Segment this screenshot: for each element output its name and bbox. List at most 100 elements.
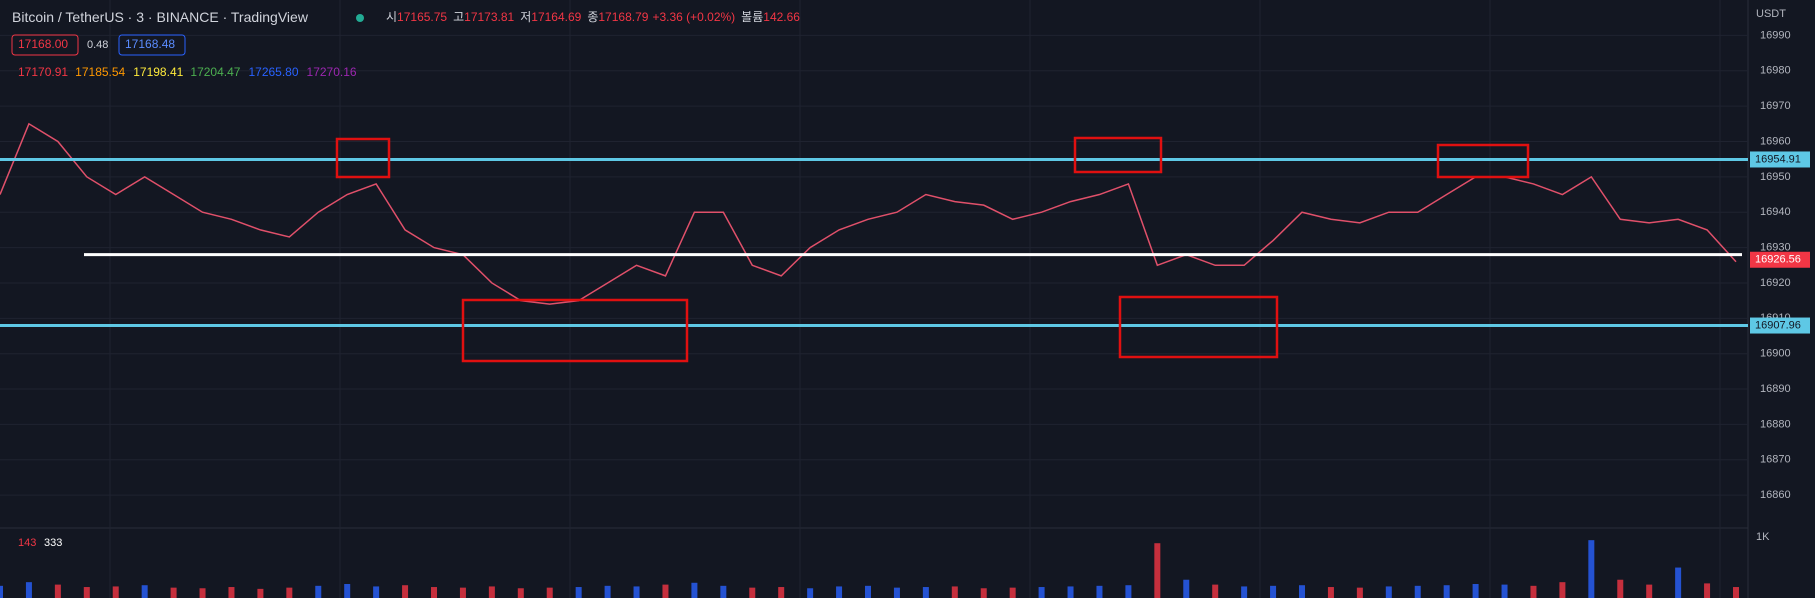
volume-bar xyxy=(1009,587,1016,598)
volume-bar xyxy=(1299,585,1305,598)
volume-bar xyxy=(865,585,871,598)
volume-bar xyxy=(1414,585,1421,598)
status-dot xyxy=(356,14,364,22)
bid-box xyxy=(11,34,79,56)
ma-value: 17185.54 xyxy=(75,65,125,79)
volume-bar xyxy=(604,585,611,598)
labels: 1686016870168801689016900169101692016930… xyxy=(11,9,1810,549)
volume-bar xyxy=(170,587,177,598)
ma-value: 17204.47 xyxy=(190,65,240,79)
volume-bar xyxy=(1270,585,1277,598)
volume-bar xyxy=(1154,543,1161,598)
volume-bar xyxy=(778,587,785,598)
annotations xyxy=(335,136,1530,363)
volume-bar xyxy=(633,586,640,598)
volume-bar xyxy=(1617,579,1624,598)
volume-bar xyxy=(1385,586,1392,598)
volume-label: 143 xyxy=(18,537,36,549)
y-tick-label: 16950 xyxy=(1760,171,1791,183)
price-tag xyxy=(1750,317,1810,334)
y-tick-label: 16870 xyxy=(1760,454,1791,466)
volume-bar xyxy=(1125,585,1132,598)
volume-value: 142.66 xyxy=(763,10,800,24)
price-tag-label: 16926.56 xyxy=(1755,254,1801,266)
price-tag xyxy=(1750,151,1810,168)
volume-bar xyxy=(199,588,206,598)
ma-value: 17170.91 xyxy=(18,65,68,79)
volume-bar xyxy=(459,587,466,598)
volume-bar xyxy=(1646,584,1653,598)
ohlc-value: 17173.81 xyxy=(464,10,514,24)
volume-bar xyxy=(720,585,727,598)
volume-bar xyxy=(228,587,235,598)
volume-bar xyxy=(807,588,814,598)
volume-bar xyxy=(1327,587,1334,598)
volume-bar xyxy=(1241,586,1248,598)
y-tick-label: 16980 xyxy=(1760,65,1791,77)
volume-bar xyxy=(1096,585,1103,598)
volume-tick-label: 1K xyxy=(1756,531,1770,543)
annotation-box xyxy=(1118,295,1279,359)
volume-bar xyxy=(1212,584,1219,598)
price-line xyxy=(0,122,1737,305)
volume-bar xyxy=(922,587,929,598)
volume-bar xyxy=(431,587,437,598)
volume-bar xyxy=(315,585,322,598)
ask: 17168.48 xyxy=(125,37,175,51)
bid: 17168.00 xyxy=(18,37,68,51)
annotation-box xyxy=(1073,136,1163,174)
volume-bar xyxy=(286,587,293,598)
price-tag-label: 16907.96 xyxy=(1755,319,1801,331)
volume-bar xyxy=(344,584,351,598)
volume-bar xyxy=(1501,584,1508,598)
y-tick-label: 16970 xyxy=(1760,100,1791,112)
annotation-box xyxy=(335,137,391,179)
change: +3.36 (+0.02%) xyxy=(652,10,735,24)
volume-bar xyxy=(893,587,900,598)
volume-bar xyxy=(836,586,843,598)
y-tick-label: 16880 xyxy=(1760,418,1791,430)
plot xyxy=(0,122,1748,598)
grid xyxy=(0,0,1748,598)
volume-bar xyxy=(112,586,119,598)
volume-bar xyxy=(1067,586,1074,598)
spread: 0.48 xyxy=(87,39,108,51)
volume-bar xyxy=(517,588,524,598)
ohlc-value: 17164.69 xyxy=(531,10,581,24)
volume-bar xyxy=(25,582,32,598)
volume-bar xyxy=(141,585,148,598)
price-tag xyxy=(1750,251,1810,268)
ma-row: 17170.91 17185.54 17198.41 17204.47 17265.80… xyxy=(18,65,357,79)
volume-bar xyxy=(575,587,582,598)
header-row: Bitcoin / TetherUS · 3 · BINANCE · Tradi… xyxy=(12,9,309,25)
ma-value: 17265.80 xyxy=(248,65,298,79)
ma-value: 17270.16 xyxy=(307,65,357,79)
volume-bar xyxy=(1733,587,1739,598)
volume-bar xyxy=(1038,587,1045,598)
y-tick-label: 16920 xyxy=(1760,277,1791,289)
volume-bar xyxy=(402,585,409,598)
volume-bar xyxy=(691,582,698,598)
volume-label: 볼륨 xyxy=(741,10,763,24)
ohlc-label: 저 xyxy=(520,10,531,24)
volume-bar xyxy=(1443,585,1450,598)
volume-bar xyxy=(488,586,495,598)
volume-bar xyxy=(1183,579,1190,598)
volume-bar xyxy=(1704,583,1711,598)
ohlc-value: 17168.79 xyxy=(598,10,648,24)
y-tick-label: 16890 xyxy=(1760,383,1791,395)
volume-bar xyxy=(0,585,3,598)
ohlc-label: 시 xyxy=(386,10,397,24)
volume-bar xyxy=(980,588,987,598)
volume-bar xyxy=(1356,587,1363,598)
volume-bar xyxy=(1472,584,1479,598)
y-tick-label: 16990 xyxy=(1760,29,1791,41)
volume-bar xyxy=(257,588,264,598)
ohlc-label: 고 xyxy=(453,10,464,24)
volume-bar xyxy=(546,587,553,598)
y-tick-label: 16930 xyxy=(1760,241,1791,253)
volume-bar xyxy=(1559,582,1566,598)
